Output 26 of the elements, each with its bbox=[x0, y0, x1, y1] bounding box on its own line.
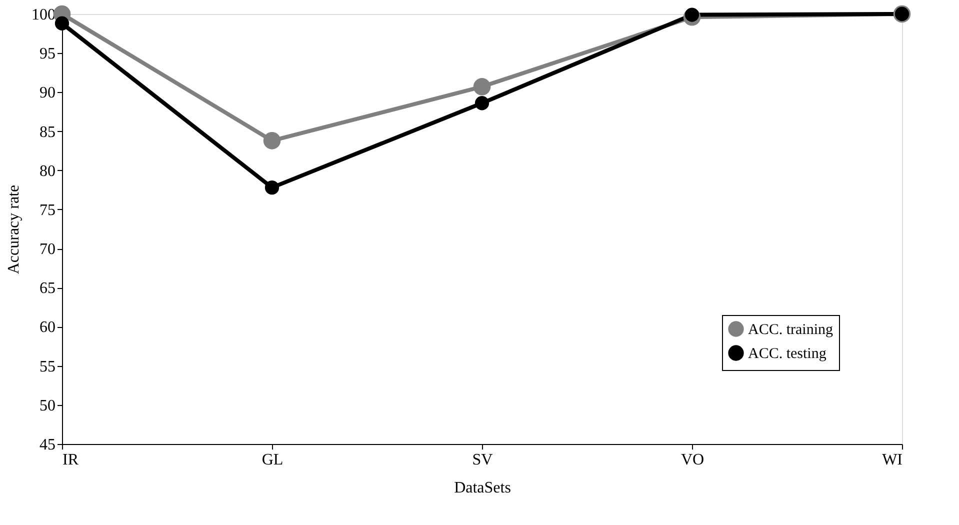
legend-label: ACC. testing bbox=[748, 346, 827, 362]
y-tick-label: 85 bbox=[40, 124, 56, 141]
x-axis-title: DataSets bbox=[454, 480, 511, 496]
y-tick-label: 95 bbox=[40, 46, 56, 63]
y-tick-label: 45 bbox=[40, 436, 56, 454]
point bbox=[54, 16, 70, 30]
y-tick-label: 90 bbox=[40, 84, 56, 102]
y-tick-label: 55 bbox=[40, 358, 56, 376]
y-tick-label: 80 bbox=[40, 162, 56, 180]
x-tick-label: WI bbox=[882, 452, 902, 468]
y-tick-label: 75 bbox=[40, 202, 56, 219]
y-tick-label: 70 bbox=[40, 241, 56, 258]
point bbox=[264, 180, 280, 195]
y-tick-label: 50 bbox=[40, 397, 56, 414]
point bbox=[684, 8, 700, 22]
x-tick-label: GL bbox=[262, 452, 284, 468]
y-axis-title: Accuracy rate bbox=[6, 184, 22, 274]
point bbox=[473, 78, 491, 96]
y-tick-label: 60 bbox=[40, 319, 56, 336]
point bbox=[474, 96, 490, 110]
point bbox=[263, 132, 281, 150]
y-tick-label: 65 bbox=[40, 280, 56, 298]
x-tick-label: IR bbox=[62, 452, 79, 468]
legend-label: ACC. training bbox=[748, 322, 834, 338]
x-tick-label: VO bbox=[680, 452, 704, 468]
x-tick-label: SV bbox=[472, 452, 494, 468]
